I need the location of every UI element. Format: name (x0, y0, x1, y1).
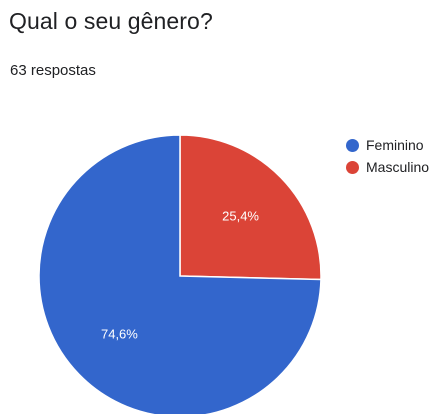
pie-slices (38, 134, 322, 414)
pie-slice-labels: 25,4% 74,6% (101, 208, 259, 341)
pie-slice-masculino[interactable] (179, 134, 322, 281)
legend-label-feminino: Feminino (366, 137, 424, 153)
pie-label-masculino: 25,4% (222, 208, 259, 223)
legend-swatch-feminino (346, 138, 359, 152)
pie-slice-feminino[interactable] (38, 134, 322, 414)
legend-item-masculino[interactable]: Masculino (346, 156, 429, 178)
legend-swatch-masculino (346, 160, 359, 174)
pie-label-feminino: 74,6% (101, 327, 138, 342)
legend-label-masculino: Masculino (366, 159, 430, 175)
response-count: 63 respostas (10, 62, 96, 79)
chart-legend: Feminino Masculino (346, 134, 429, 178)
question-title: Qual o seu gênero? (9, 8, 213, 34)
legend-item-feminino[interactable]: Feminino (346, 134, 429, 156)
